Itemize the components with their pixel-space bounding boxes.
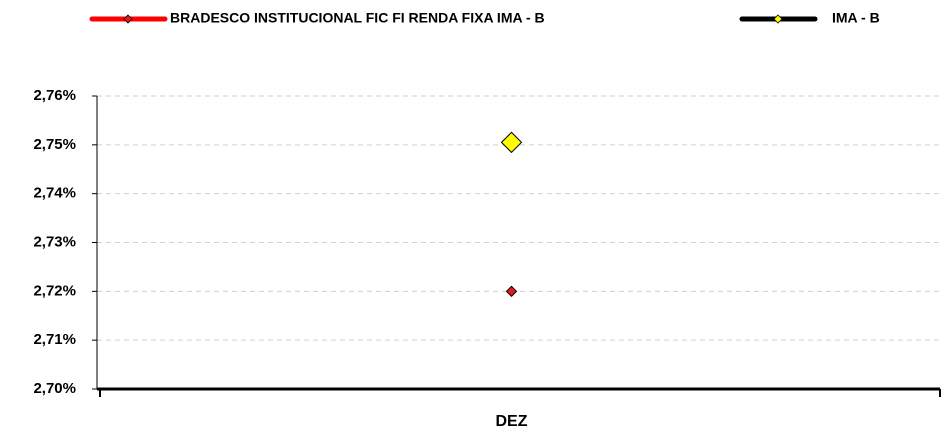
y-tick-label: 2,71% [33, 331, 76, 348]
legend-label: IMA - B [832, 10, 880, 26]
legend-marker [773, 14, 783, 24]
point-marker [500, 131, 523, 154]
y-tick-label: 2,72% [33, 282, 76, 299]
legend-marker [123, 14, 133, 24]
y-tick-label: 2,74% [33, 185, 76, 202]
y-tick-label: 2,70% [33, 380, 76, 397]
y-tick-label: 2,73% [33, 233, 76, 250]
y-tick-label: 2,76% [33, 87, 76, 104]
x-tick-label: DEZ [496, 413, 528, 430]
y-tick-label: 2,75% [33, 136, 76, 153]
point-marker [505, 285, 518, 298]
legend-label: BRADESCO INSTITUCIONAL FIC FI RENDA FIXA… [170, 10, 545, 26]
